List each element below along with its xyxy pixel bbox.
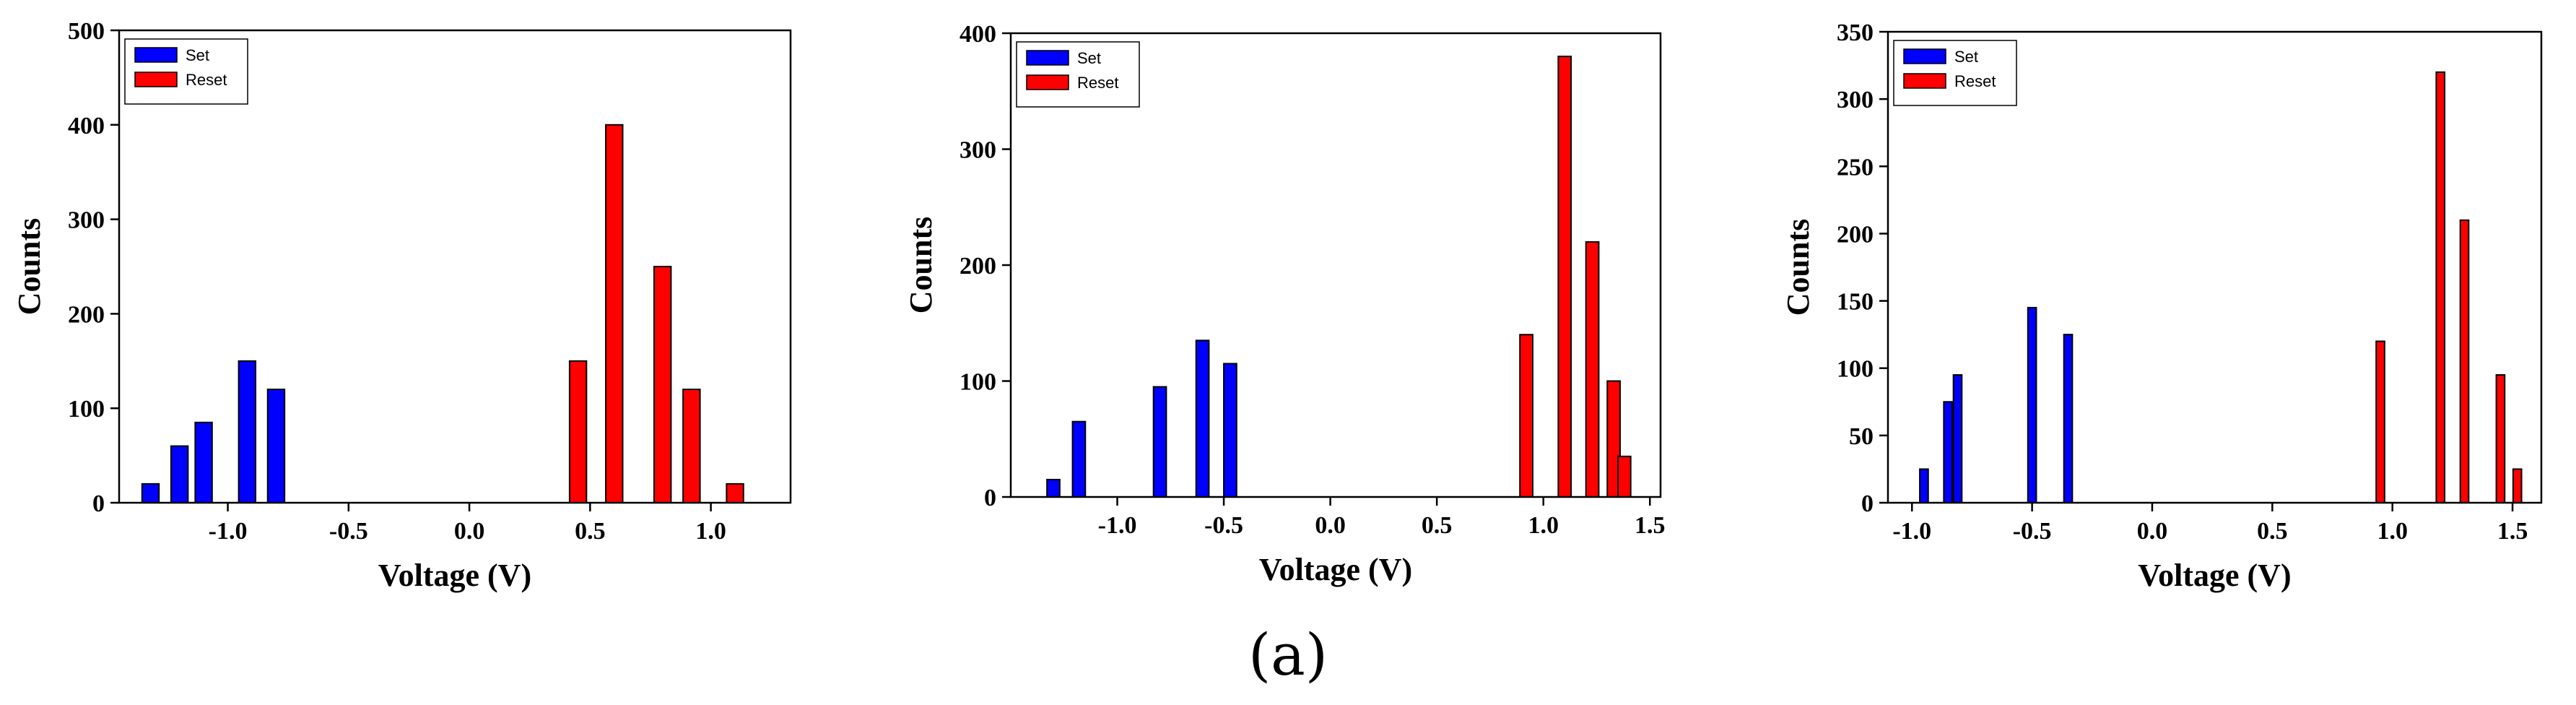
y-tick-label: 200 — [68, 301, 105, 328]
y-tick-label: 400 — [68, 113, 105, 139]
bar-set-1 — [1919, 468, 1929, 504]
bar-set-5 — [2063, 334, 2074, 503]
bar-set-3 — [1152, 386, 1167, 498]
bar-reset-4 — [2495, 374, 2506, 503]
legend-label-set: Set — [1077, 49, 1101, 67]
bar-reset-1 — [1519, 334, 1533, 498]
bar-reset-5 — [726, 483, 744, 504]
bar-reset-1 — [568, 360, 588, 503]
y-axis-title: Counts — [903, 217, 939, 314]
y-tick-label: 300 — [1837, 87, 1874, 113]
x-tick-label: -1.0 — [1892, 518, 1931, 545]
bar-set-3 — [1952, 374, 1963, 503]
bar-reset-2 — [2435, 71, 2446, 503]
bar-reset-1 — [2375, 340, 2385, 504]
bar-reset-5 — [1616, 455, 1632, 498]
x-tick-label: 0.0 — [2137, 518, 2168, 545]
legend-label-reset: Reset — [1077, 74, 1118, 92]
bar-set-4 — [238, 360, 257, 503]
x-tick-label: 1.0 — [2377, 518, 2408, 545]
y-axis-title: Counts — [12, 218, 47, 316]
legend-label-set: Set — [1954, 48, 1978, 66]
bar-set-2 — [170, 445, 189, 504]
y-tick-label: 250 — [1837, 154, 1874, 181]
plot-frame — [118, 29, 792, 504]
legend-swatch-reset — [1903, 73, 1946, 89]
legend-swatch-set — [134, 47, 178, 63]
bar-reset-3 — [2459, 219, 2470, 503]
legend-swatch-reset — [1026, 74, 1069, 90]
x-tick-label: -1.0 — [209, 518, 248, 545]
bar-reset-3 — [653, 266, 672, 503]
chart-3: 0 50 100 150 200 250 300 350 -1.0 -0.5 0.0 0.5 1.0 1.… — [1780, 20, 2543, 593]
legend: Set Reset — [124, 38, 248, 105]
y-tick-label: 150 — [1837, 289, 1874, 316]
legend: Set Reset — [1893, 40, 2017, 106]
legend-swatch-set — [1903, 48, 1946, 64]
chart-2: 0 100 200 300 400 -1.0 -0.5 0.0 0.5 1.0 1.5 Voltage… — [903, 21, 1665, 587]
y-tick-label: 100 — [68, 396, 105, 423]
bar-reset-4 — [682, 389, 701, 503]
y-tick-label: 200 — [1837, 221, 1874, 248]
y-tick-label: 500 — [68, 18, 105, 45]
x-tick-label: 1.0 — [1528, 512, 1559, 539]
x-tick-label: 1.0 — [695, 518, 726, 545]
legend-label-reset: Reset — [186, 71, 227, 89]
y-tick-label: 300 — [960, 137, 996, 164]
x-tick-label: 0.0 — [1315, 512, 1346, 539]
bar-set-4 — [1195, 339, 1210, 498]
x-axis-title: Voltage (V) — [378, 558, 531, 593]
y-tick-label: 200 — [960, 253, 996, 280]
x-tick-label: 0.5 — [575, 518, 606, 545]
x-tick-label: 0.5 — [1422, 512, 1453, 539]
x-axis-title: Voltage (V) — [2138, 558, 2291, 593]
y-axis-title: Counts — [1780, 219, 1816, 316]
bar-set-5 — [266, 389, 286, 503]
legend-swatch-reset — [134, 72, 178, 87]
bar-reset-3 — [1585, 241, 1600, 498]
legend: Set Reset — [1016, 41, 1140, 108]
bar-reset-5 — [2512, 468, 2523, 504]
y-tick-label: 350 — [1837, 20, 1874, 46]
x-tick-label: 1.5 — [2497, 518, 2528, 545]
bar-set-5 — [1223, 363, 1237, 498]
bar-reset-2 — [1557, 56, 1572, 498]
bar-set-2 — [1071, 420, 1087, 498]
legend-swatch-set — [1026, 50, 1069, 66]
legend-label-set: Set — [186, 46, 209, 64]
y-tick-label: 300 — [68, 207, 105, 234]
x-tick-label: -0.5 — [2013, 518, 2052, 545]
y-tick-label: 0 — [1861, 490, 1874, 517]
y-tick-label: 50 — [1849, 423, 1874, 450]
bar-set-1 — [1046, 478, 1061, 498]
bar-set-1 — [141, 483, 160, 504]
legend-label-reset: Reset — [1954, 72, 1996, 90]
y-tick-label: 400 — [960, 21, 996, 48]
y-tick-label: 0 — [984, 485, 996, 511]
x-tick-label: 0.5 — [2257, 518, 2288, 545]
x-tick-label: -0.5 — [1204, 512, 1243, 539]
x-tick-label: 1.5 — [1635, 512, 1666, 539]
y-tick-label: 0 — [92, 490, 105, 517]
bar-set-2 — [1943, 401, 1954, 503]
chart-1: 0 100 200 300 400 500 -1.0 -0.5 0.0 0.5 1.0 Voltage… — [12, 18, 792, 593]
x-tick-label: -1.0 — [1098, 512, 1137, 539]
figure-caption: (a) — [1248, 621, 1328, 688]
y-tick-label: 100 — [1837, 356, 1874, 383]
y-tick-label: 100 — [960, 369, 996, 396]
plot-frame — [1887, 30, 2543, 504]
bar-set-3 — [194, 421, 213, 504]
x-axis-title: Voltage (V) — [1259, 552, 1412, 587]
x-tick-label: 0.0 — [454, 518, 485, 545]
bar-reset-2 — [605, 124, 624, 504]
x-tick-label: -0.5 — [329, 518, 368, 545]
bar-set-4 — [2027, 306, 2037, 503]
